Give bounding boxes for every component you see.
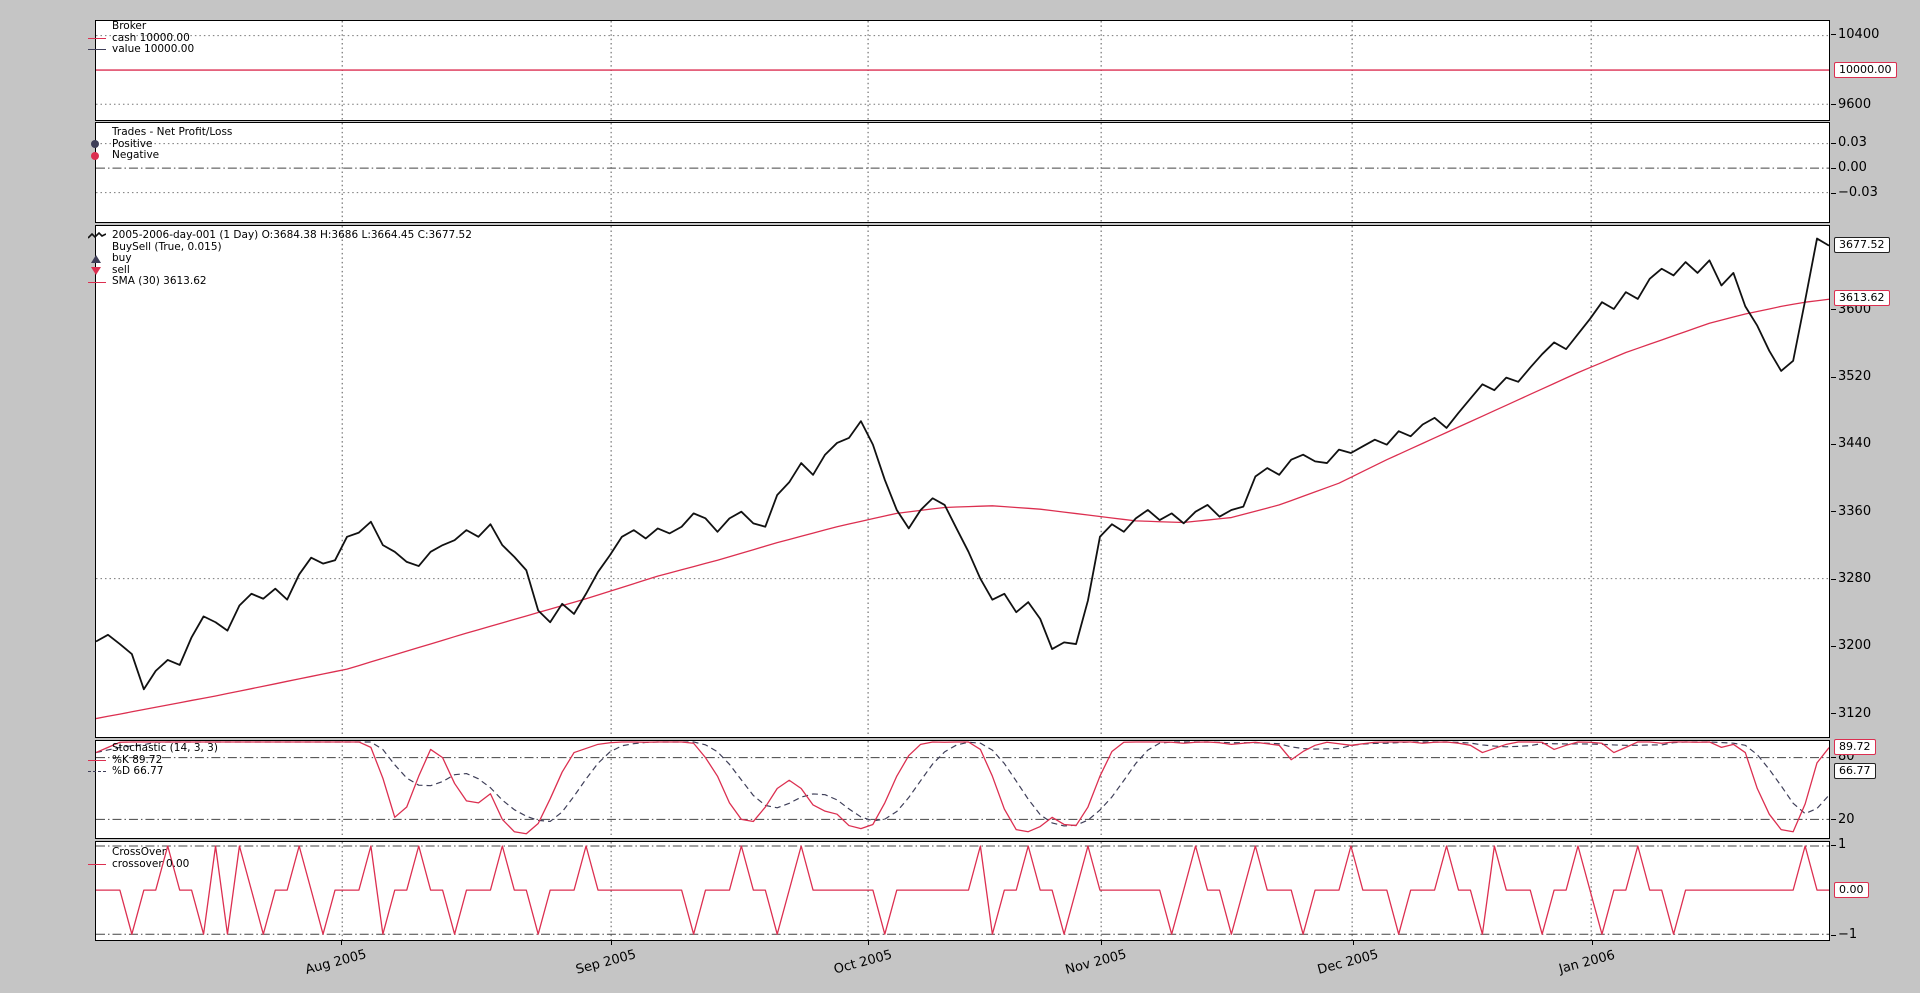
y-tick-label: −1 — [1830, 927, 1858, 943]
panel-trades — [95, 122, 1830, 223]
positive-legend-label: Positive — [112, 137, 153, 150]
buy-legend-label: buy — [112, 252, 132, 265]
buysell-legend-title: BuySell (True, 0.015) — [112, 240, 222, 253]
legend-broker: Broker cash 10000.00 value 10000.00 — [88, 20, 195, 56]
broker-legend-title: Broker — [112, 20, 147, 32]
y-tick-label: 9600 — [1830, 96, 1872, 112]
negative-legend-label: Negative — [112, 149, 160, 162]
x-tick-mark — [610, 941, 612, 945]
x-tick-label: Nov 2005 — [1064, 947, 1129, 978]
y-tick-label: 3200 — [1830, 638, 1872, 654]
crossover-legend-label: crossover 0.00 — [112, 857, 190, 870]
percent-d-dashed-line-icon — [88, 771, 106, 773]
sma-legend-label: SMA (30) 3613.62 — [112, 275, 207, 288]
cash-legend-label: cash 10000.00 — [112, 31, 190, 44]
buy-triangle-icon — [91, 254, 101, 263]
legend-stochastic: Stochastic (14, 3, 3) %K 89.72 %D 66.77 — [88, 742, 218, 778]
crossover-line-icon — [88, 863, 106, 865]
percent-k-line-icon — [88, 759, 106, 761]
sell-legend-label: sell — [112, 263, 130, 276]
y-tick-label: 3280 — [1830, 571, 1872, 587]
crossover-legend-title: CrossOver — [112, 846, 167, 858]
y-tick-label: 3440 — [1830, 436, 1872, 452]
value-line-icon — [88, 49, 106, 51]
x-tick-label: Jan 2006 — [1557, 947, 1617, 978]
x-tick-mark — [1591, 941, 1593, 945]
x-tick-label: Sep 2005 — [573, 947, 638, 978]
x-tick-mark — [1101, 941, 1103, 945]
trades-legend-title: Trades - Net Profit/Loss — [112, 126, 233, 138]
data-series-label: 2005-2006-day-001 (1 Day) O:3684.38 H:36… — [112, 229, 472, 241]
sell-triangle-icon — [91, 266, 101, 275]
y-tick-label: 3360 — [1830, 503, 1872, 519]
y-tick-label: 20 — [1831, 811, 1855, 827]
x-tick-mark — [1352, 941, 1354, 945]
axis-value-tag: 10000.00 — [1834, 61, 1897, 78]
sma-line-icon — [88, 281, 106, 283]
positive-dot-icon — [91, 140, 99, 149]
axis-value-tag: 3613.62 — [1834, 290, 1890, 307]
axis-value-tag: 3677.52 — [1834, 236, 1890, 253]
panel-stochastic — [95, 740, 1830, 839]
x-tick-label: Dec 2005 — [1315, 947, 1380, 978]
x-tick-label: Aug 2005 — [304, 947, 369, 978]
legend-crossover: CrossOver crossover 0.00 — [88, 846, 190, 870]
y-tick-label: −0.03 — [1831, 185, 1878, 200]
axis-value-tag: 89.72 — [1834, 738, 1876, 755]
y-tick-label: 0.00 — [1831, 160, 1867, 175]
legend-data: 2005-2006-day-001 (1 Day) O:3684.38 H:36… — [88, 229, 472, 288]
x-tick-mark — [867, 941, 869, 945]
x-tick-label: Oct 2005 — [832, 947, 894, 978]
y-tick-label: 10400 — [1830, 26, 1880, 42]
percent-d-legend-label: %D 66.77 — [112, 765, 164, 778]
percent-k-legend-label: %K 89.72 — [112, 753, 163, 766]
plot-stochastic — [96, 741, 1829, 838]
y-tick-label: 3120 — [1830, 705, 1872, 721]
x-tick-mark — [341, 941, 343, 945]
legend-trades: Trades - Net Profit/Loss Positive Negati… — [88, 126, 233, 162]
plot-data — [96, 226, 1829, 737]
axis-value-tag: 66.77 — [1834, 762, 1876, 779]
axis-value-tag: 0.00 — [1834, 882, 1869, 899]
price-line-icon — [88, 231, 106, 239]
cash-line-icon — [88, 37, 106, 39]
plot-trades — [96, 123, 1829, 222]
y-tick-label: 1 — [1830, 837, 1847, 853]
panel-data — [95, 225, 1830, 738]
plot-crossover — [96, 842, 1829, 940]
plot-broker — [96, 21, 1829, 120]
stochastic-legend-title: Stochastic (14, 3, 3) — [112, 742, 218, 754]
y-tick-label: 0.03 — [1831, 135, 1867, 150]
panel-broker — [95, 20, 1830, 121]
value-legend-label: value 10000.00 — [112, 43, 195, 56]
negative-dot-icon — [91, 151, 99, 160]
panel-crossover — [95, 841, 1830, 941]
y-tick-label: 3520 — [1830, 369, 1872, 385]
